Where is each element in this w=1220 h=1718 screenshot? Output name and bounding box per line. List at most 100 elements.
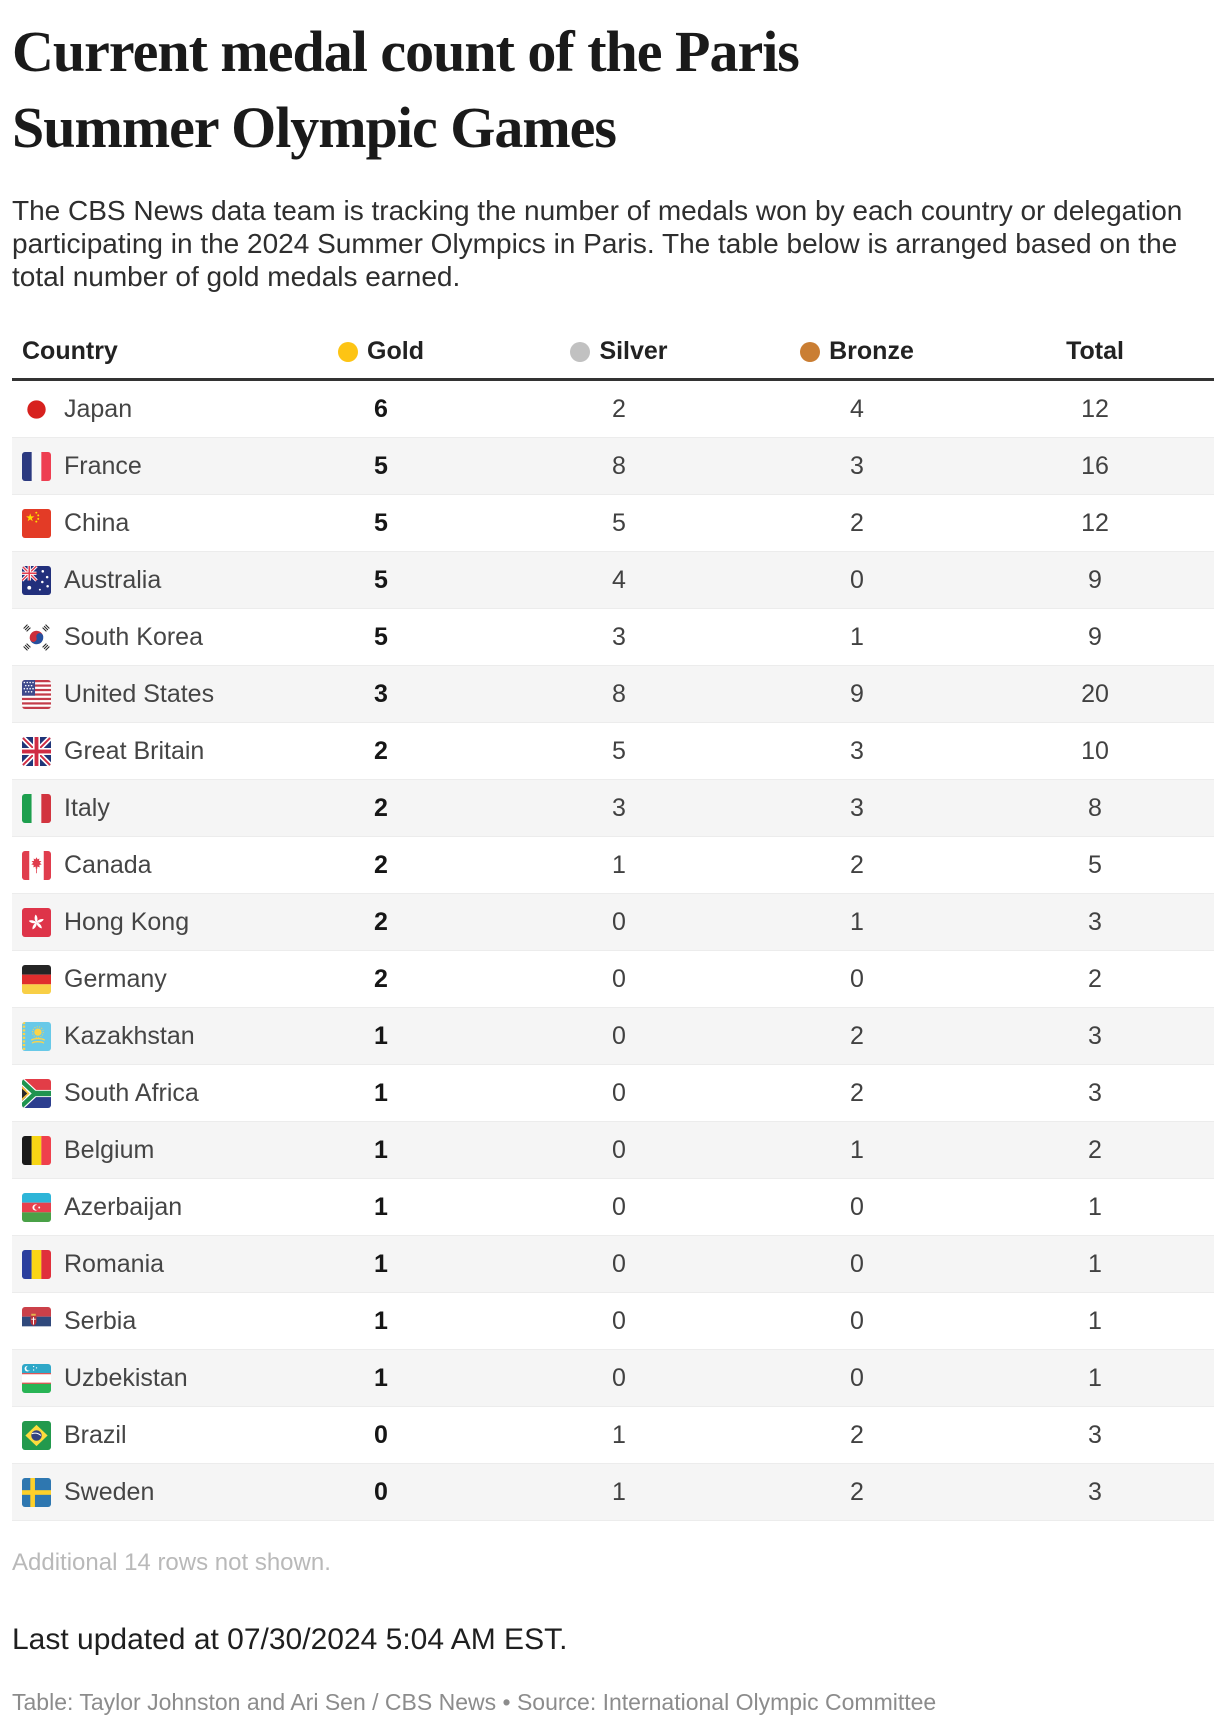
gold-count: 1 [374, 1249, 388, 1278]
silver-count: 0 [612, 1078, 626, 1107]
country-cell: Canada [12, 850, 262, 880]
silver-count: 0 [612, 1135, 626, 1164]
bronze-count: 0 [850, 964, 864, 993]
country-cell: Great Britain [12, 736, 262, 766]
bronze-count: 2 [850, 1420, 864, 1449]
country-cell: Germany [12, 964, 262, 994]
country-name: Kazakhstan [64, 1021, 195, 1050]
medal-table: Country Gold Silver Bronze Total Japan 6… [12, 325, 1214, 1521]
flag-france-icon [22, 451, 51, 481]
silver-count: 3 [612, 622, 626, 651]
bronze-count: 2 [850, 1477, 864, 1506]
country-name: Canada [64, 850, 152, 879]
country-name: Uzbekistan [64, 1363, 188, 1392]
table-row: Hong Kong 2 0 1 3 [12, 894, 1214, 951]
rows-not-shown-note: Additional 14 rows not shown. [12, 1549, 331, 1576]
gold-count: 1 [374, 1135, 388, 1164]
bronze-count: 2 [850, 850, 864, 879]
country-name: Germany [64, 964, 167, 993]
country-name: China [64, 508, 130, 537]
bronze-dot-icon [800, 341, 821, 362]
silver-dot-icon [570, 341, 591, 362]
silver-header-label: Silver [599, 337, 668, 365]
total-count: 3 [1088, 907, 1102, 936]
silver-count: 3 [612, 793, 626, 822]
flag-kazakhstan-icon [22, 1021, 51, 1051]
country-cell: Italy [12, 793, 262, 823]
table-row: Kazakhstan 1 0 2 3 [12, 1008, 1214, 1065]
table-row: Belgium 1 0 1 2 [12, 1122, 1214, 1179]
country-cell: Japan [12, 394, 262, 424]
gold-count: 3 [374, 679, 388, 708]
bronze-count: 0 [850, 1249, 864, 1278]
country-cell: Kazakhstan [12, 1021, 262, 1051]
flag-brazil-icon [22, 1420, 51, 1450]
country-name: Belgium [64, 1135, 155, 1164]
country-name: South Korea [64, 622, 203, 651]
table-row: Germany 2 0 0 2 [12, 951, 1214, 1008]
column-header-country: Country [12, 337, 262, 366]
total-count: 1 [1088, 1363, 1102, 1392]
bronze-count: 2 [850, 508, 864, 537]
gold-count: 5 [374, 622, 388, 651]
flag-belgium-icon [22, 1135, 51, 1165]
table-row: Canada 2 1 2 5 [12, 837, 1214, 894]
gold-count: 1 [374, 1078, 388, 1107]
silver-count: 0 [612, 964, 626, 993]
table-row: Australia 5 4 0 9 [12, 552, 1214, 609]
bronze-count: 0 [850, 1306, 864, 1335]
gold-count: 5 [374, 451, 388, 480]
credits-text: Table: Taylor Johnston and Ari Sen / CBS… [12, 1689, 937, 1715]
country-cell: Belgium [12, 1135, 262, 1165]
total-header-label: Total [1066, 337, 1124, 365]
bronze-count: 3 [850, 736, 864, 765]
table-row: Japan 6 2 4 12 [12, 381, 1214, 438]
gold-count: 6 [374, 394, 388, 423]
silver-count: 0 [612, 1363, 626, 1392]
gold-count: 1 [374, 1363, 388, 1392]
country-cell: China [12, 508, 262, 538]
table-row: South Korea 5 3 1 9 [12, 609, 1214, 666]
country-cell: South Korea [12, 622, 262, 652]
column-header-bronze: Bronze [800, 337, 914, 366]
flag-south-africa-icon [22, 1078, 51, 1108]
country-cell: France [12, 451, 262, 481]
total-count: 2 [1088, 964, 1102, 993]
page-title: Current medal count of the Paris Summer … [12, 19, 800, 160]
gold-count: 2 [374, 907, 388, 936]
flag-italy-icon [22, 793, 51, 823]
gold-dot-icon [338, 341, 359, 362]
table-row: Italy 2 3 3 8 [12, 780, 1214, 837]
last-updated-text: Last updated at 07/30/2024 5:04 AM EST. [12, 1623, 568, 1656]
bronze-count: 9 [850, 679, 864, 708]
bronze-count: 0 [850, 1192, 864, 1221]
bronze-count: 0 [850, 1363, 864, 1392]
flag-china-icon [22, 508, 51, 538]
flag-uzbekistan-icon [22, 1363, 51, 1393]
country-cell: Azerbaijan [12, 1192, 262, 1222]
silver-count: 1 [612, 850, 626, 879]
country-name: Great Britain [64, 736, 205, 765]
gold-count: 1 [374, 1306, 388, 1335]
table-header-row: Country Gold Silver Bronze Total [12, 325, 1214, 381]
table-row: Serbia 1 0 0 1 [12, 1293, 1214, 1350]
bronze-count: 0 [850, 565, 864, 594]
country-cell: Hong Kong [12, 907, 262, 937]
country-cell: Uzbekistan [12, 1363, 262, 1393]
table-row: France 5 8 3 16 [12, 438, 1214, 495]
gold-count: 0 [374, 1477, 388, 1506]
total-count: 8 [1088, 793, 1102, 822]
country-name: Italy [64, 793, 110, 822]
total-count: 9 [1088, 565, 1102, 594]
table-row: Brazil 0 1 2 3 [12, 1407, 1214, 1464]
silver-count: 1 [612, 1477, 626, 1506]
silver-count: 0 [612, 1021, 626, 1050]
total-count: 3 [1088, 1420, 1102, 1449]
table-row: Sweden 0 1 2 3 [12, 1464, 1214, 1521]
column-header-gold: Gold [338, 337, 424, 366]
silver-count: 0 [612, 1192, 626, 1221]
total-count: 9 [1088, 622, 1102, 651]
flag-japan-icon [22, 394, 51, 424]
table-body: Japan 6 2 4 12 France 5 8 3 16 China 5 5… [12, 381, 1214, 1521]
total-count: 5 [1088, 850, 1102, 879]
